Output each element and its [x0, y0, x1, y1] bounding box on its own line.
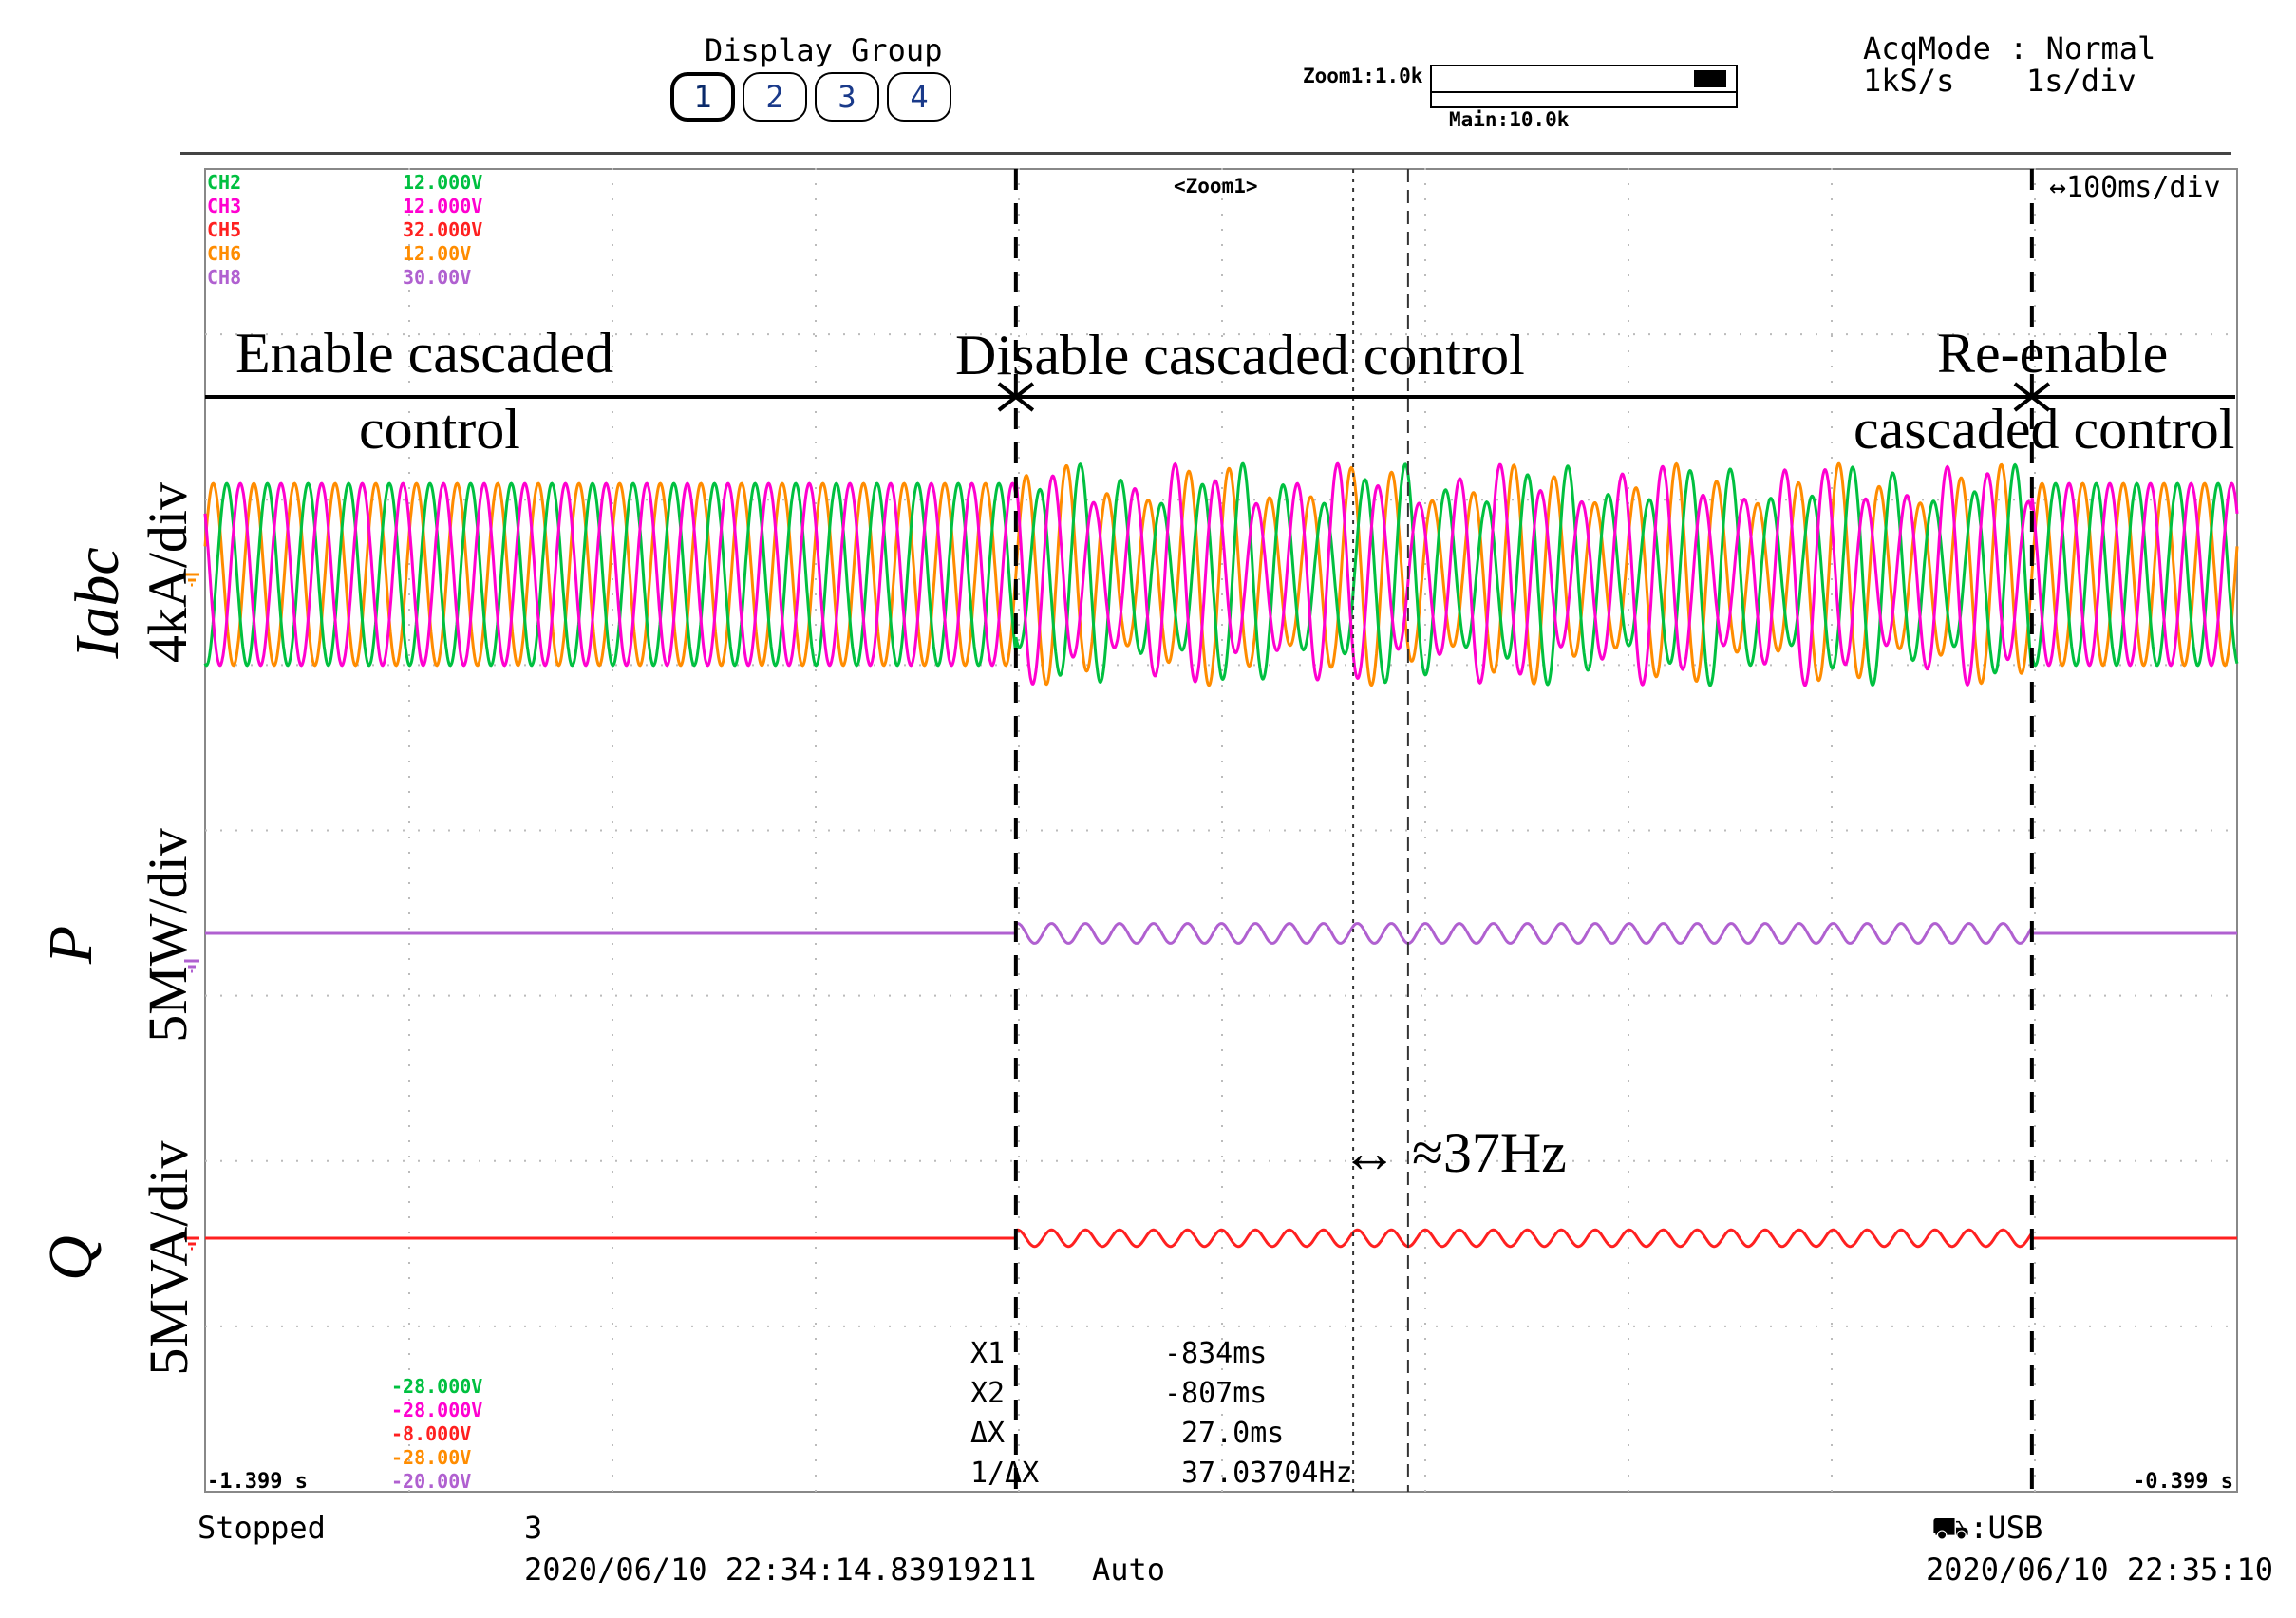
traces [184, 461, 2239, 1251]
ch8-name: CH8 [207, 266, 242, 289]
zoom-position-bar[interactable] [1430, 65, 1738, 93]
ground-marker-q [184, 1236, 199, 1251]
trace-iabc-phase-c [203, 461, 2239, 687]
q-scale-label: 5MVA/div [138, 1140, 199, 1376]
display-group-label: Display Group [705, 32, 943, 68]
display-group-button-1[interactable]: 1 [670, 72, 735, 122]
ch6-bottom-value: -28.00V [391, 1446, 472, 1469]
measurement-dx-value: 27.0ms [1181, 1417, 1285, 1450]
end-time: 2020/06/10 22:35:10 [1926, 1552, 2274, 1588]
acquisition-count: 3 [524, 1510, 543, 1546]
ch2-value: 12.000V [403, 171, 483, 194]
time-start-label: -1.399 s [207, 1470, 308, 1494]
zoom-tag: <Zoom1> [1174, 175, 1258, 198]
reenable-label-line2: cascaded control [1854, 398, 2235, 461]
iabc-variable: Iabc [63, 547, 132, 659]
iabc-scale-label: 4kA/div [137, 481, 198, 664]
p-variable: P [36, 925, 105, 965]
usb-icon: ⛟ [1931, 1510, 1970, 1546]
zoom-timebase: ↔100ms/div [2049, 171, 2221, 204]
ch3-bottom-value: -28.000V [391, 1399, 483, 1421]
zoom-position-indicator [1694, 70, 1726, 87]
p-axis-label: P [35, 888, 105, 1002]
q-axis-label: Q [35, 1201, 105, 1315]
measurement-x2-value: -807ms [1164, 1377, 1268, 1410]
measurement-x1-value: -834ms [1164, 1337, 1268, 1370]
display-group-button-3[interactable]: 3 [815, 72, 879, 122]
header-divider [180, 152, 2231, 155]
measurement-x1-label: X1 [970, 1337, 1006, 1370]
usb-storage-label: :USB [1969, 1510, 2043, 1546]
enable-label-line2: control [359, 398, 520, 461]
acq-mode-label: AcqMode : Normal [1863, 30, 2156, 66]
reenable-arrowhead [2028, 382, 2051, 412]
q-variable: Q [36, 1235, 105, 1281]
disable-label: Disable cascaded control [955, 324, 1525, 386]
ch8-value: 30.00V [403, 266, 472, 289]
frequency-annotation: ↔ ≈37Hz [1341, 1121, 1567, 1184]
markers [205, 169, 2235, 1492]
iabc-axis-label: Iabc [62, 470, 132, 736]
measurement-inv-dx-label: 1/ΔX [970, 1457, 1040, 1490]
sample-rate: 1kS/s [1863, 63, 1955, 99]
ch5-value: 32.000V [403, 218, 483, 241]
measurement-dx-label: ΔX [970, 1417, 1006, 1450]
ch6-name: CH6 [207, 242, 242, 265]
usb-storage[interactable]: ⛟:USB [1931, 1510, 2042, 1550]
zoom-main-box [1430, 91, 1738, 108]
trace-iabc-phase-a [203, 461, 2239, 687]
enable-label-line1: Enable cascaded [235, 322, 614, 385]
ch5-bottom-value: -8.000V [391, 1422, 472, 1445]
trace-p [205, 922, 2237, 945]
ground-marker-iabc [184, 573, 199, 587]
ch2-name: CH2 [207, 171, 242, 194]
time-end-label: -0.399 s [2133, 1470, 2233, 1494]
ch8-bottom-value: -20.00V [391, 1470, 472, 1493]
trigger-time: 2020/06/10 22:34:14.83919211 [524, 1552, 1037, 1588]
acquisition-state: Stopped [198, 1510, 326, 1546]
trigger-mode: Auto [1092, 1552, 1166, 1588]
zoom-ratio-label: Zoom1:1.0k [1303, 65, 1423, 87]
ground-marker-p [184, 959, 199, 973]
ch5-name: CH5 [207, 218, 242, 241]
main-ratio-label: Main:10.0k [1449, 108, 1570, 131]
main-timebase: 1s/div [2026, 63, 2136, 99]
display-group-button-4[interactable]: 4 [887, 72, 951, 122]
disable-left-arrowhead [1012, 382, 1035, 412]
ch2-bottom-value: -28.000V [391, 1375, 483, 1398]
reenable-label-line1: Re-enable [1937, 322, 2169, 385]
trace-q [205, 1228, 2237, 1249]
p-scale-label: 5MW/div [137, 828, 198, 1043]
measurement-x2-label: X2 [970, 1377, 1006, 1410]
ch6-value: 12.00V [403, 242, 472, 265]
ch3-value: 12.000V [403, 195, 483, 217]
trace-iabc-phase-b [203, 461, 2239, 687]
display-group-button-2[interactable]: 2 [743, 72, 807, 122]
ch3-name: CH3 [207, 195, 242, 217]
measurement-inv-dx-value: 37.03704Hz [1181, 1457, 1353, 1490]
